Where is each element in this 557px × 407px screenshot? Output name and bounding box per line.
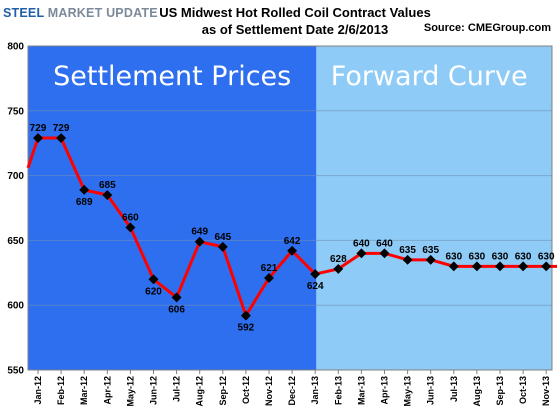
x-tick-label: Aug-13 — [472, 376, 482, 407]
y-tick-label: 750 — [7, 106, 24, 117]
x-tick-label: Jan-12 — [33, 376, 43, 405]
data-point — [448, 261, 459, 272]
data-label: 624 — [307, 281, 324, 292]
y-tick-label: 550 — [7, 366, 24, 377]
data-label: 640 — [353, 238, 370, 249]
data-point — [171, 292, 182, 303]
data-point — [264, 273, 274, 283]
x-tick-label: Oct-12 — [241, 376, 251, 404]
y-tick-label: 650 — [7, 236, 24, 247]
data-point — [425, 254, 436, 265]
data-label: 642 — [284, 236, 301, 247]
data-label: 729 — [30, 123, 47, 134]
data-point — [402, 254, 413, 265]
data-point — [102, 190, 113, 200]
data-point — [79, 184, 90, 195]
x-tick-label: May-12 — [125, 376, 135, 407]
data-label: 628 — [330, 254, 347, 265]
data-point — [56, 133, 67, 143]
y-tick-label: 800 — [7, 42, 24, 53]
data-point — [471, 261, 482, 272]
data-label: 592 — [238, 323, 255, 334]
x-tick-label: Dec-12 — [287, 376, 297, 406]
data-point — [495, 261, 505, 272]
x-tick-label: May-13 — [403, 376, 413, 407]
steel-market-update-logo: STEEL MARKET UPDATE — [3, 6, 158, 20]
data-label: 649 — [191, 227, 208, 238]
data-point — [240, 310, 251, 321]
data-point — [310, 269, 321, 280]
x-tick-label: Apr-12 — [102, 376, 112, 405]
data-label: 635 — [422, 245, 439, 256]
data-label: 630 — [492, 251, 509, 262]
data-point — [541, 261, 552, 272]
region-label-settlement: Settlement Prices — [53, 61, 291, 92]
x-tick-label: Mar-13 — [356, 376, 366, 405]
data-label: 689 — [76, 197, 93, 208]
data-label: 729 — [53, 123, 70, 134]
x-tick-label: Feb-12 — [56, 376, 66, 405]
data-point — [518, 261, 529, 272]
data-point — [148, 274, 159, 285]
data-point — [125, 222, 136, 233]
data-label: 640 — [376, 238, 393, 249]
data-point — [287, 245, 298, 256]
data-label: 660 — [122, 212, 139, 223]
data-label: 630 — [445, 251, 462, 262]
data-point — [333, 263, 344, 274]
region-label-forward: Forward Curve — [331, 61, 528, 92]
data-label: 620 — [145, 286, 162, 297]
data-label: 630 — [469, 251, 486, 262]
x-tick-label: Sep-12 — [218, 376, 228, 406]
x-tick-label: Aug-12 — [195, 376, 205, 407]
data-label: 630 — [515, 251, 532, 262]
x-tick-label: Jul-12 — [172, 376, 182, 402]
source-credit: Source: CMEGroup.com — [423, 22, 551, 34]
plot-frame — [27, 45, 553, 371]
x-tick-label: Jun-12 — [149, 376, 159, 405]
settlement-region — [28, 46, 317, 370]
x-tick-label: Apr-13 — [380, 376, 390, 405]
data-point — [33, 133, 43, 143]
x-tick-label: Jun-13 — [426, 376, 436, 405]
x-tick-label: Nov-12 — [264, 376, 274, 406]
x-tick-label: Jul-13 — [449, 376, 459, 402]
data-label: 630 — [538, 251, 555, 262]
y-tick-label: 700 — [7, 171, 24, 182]
forward-region — [316, 46, 552, 370]
x-tick-label: Jan-13 — [310, 376, 320, 405]
y-tick-label: 600 — [7, 301, 24, 312]
x-tick-label: Oct-13 — [518, 376, 528, 404]
data-label: 645 — [214, 232, 231, 243]
x-tick-label: Mar-12 — [79, 376, 89, 405]
data-label: 621 — [261, 263, 278, 274]
data-point — [194, 236, 205, 247]
chart-title-line2: as of Settlement Date 2/6/2013 — [201, 22, 389, 37]
data-label: 685 — [99, 180, 116, 191]
data-label: 606 — [168, 304, 185, 315]
x-tick-label: Nov-13 — [541, 376, 551, 406]
data-point — [217, 241, 228, 252]
x-tick-label: Sep-13 — [495, 376, 505, 406]
chart-title-line1: US Midwest Hot Rolled Coil Contract Valu… — [159, 5, 431, 20]
data-label: 635 — [399, 245, 416, 256]
x-tick-label: Feb-13 — [333, 376, 343, 405]
chart-title: US Midwest Hot Rolled Coil Contract Valu… — [140, 4, 450, 38]
